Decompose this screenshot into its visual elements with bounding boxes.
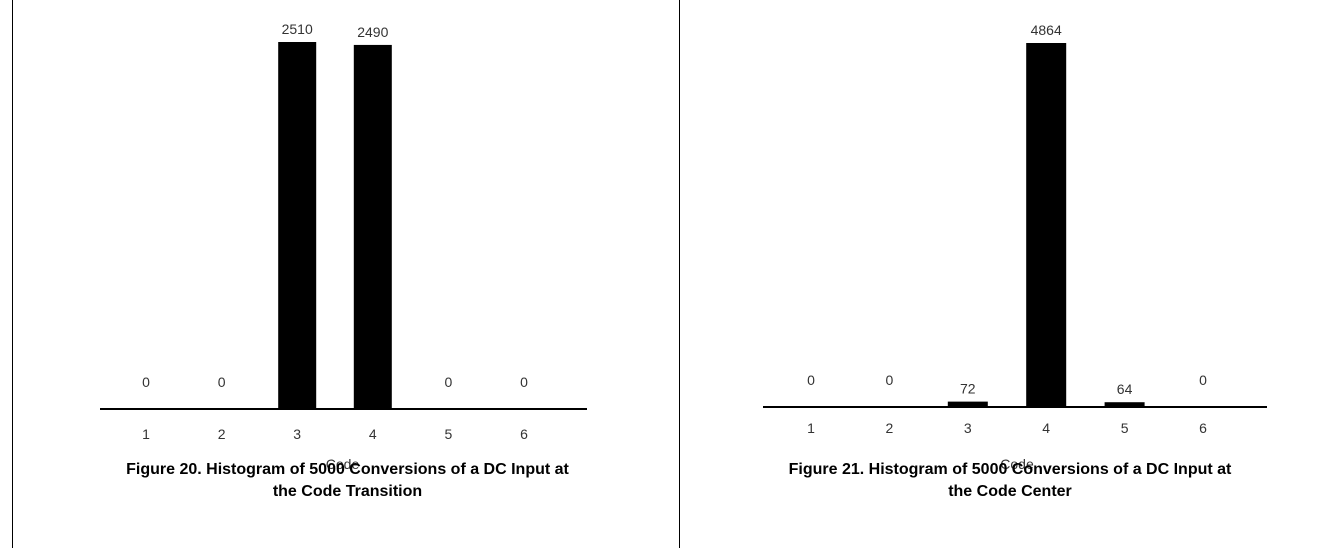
figure-20-histogram: 0 1 0 2 2510 3 2490 4 0 5 0 6 Code (100, 21, 587, 472)
fig21-data-label-1: 0 (807, 372, 815, 388)
fig20-tick-label-1: 1 (142, 426, 150, 442)
figure-20-panel: 0 1 0 2 2510 3 2490 4 0 5 0 6 Code Figure 20. Histog… (30, 21, 665, 503)
fig21-tick-label-2: 2 (886, 420, 894, 436)
fig20-data-label-3: 2510 (282, 21, 313, 37)
fig21-bar-3 (947, 401, 988, 407)
fig20-bar-3 (278, 42, 317, 409)
figure-21-caption: Figure 21. Histogram of 5000 Conversions… (685, 459, 1335, 503)
figure-21-caption-line1: Figure 21. Histogram of 5000 Conversions… (788, 461, 1232, 478)
fig20-data-label-6: 0 (520, 374, 528, 390)
fig21-tick-label-1: 1 (807, 420, 815, 436)
fig21-bar-5 (1104, 402, 1145, 407)
figure-21-panel: 0 1 0 2 72 3 4864 4 64 5 0 6 Code Figure 21. Histogr… (680, 0, 1341, 548)
fig21-tick-label-5: 5 (1121, 420, 1129, 436)
fig21-data-label-4: 4864 (1031, 22, 1062, 38)
figure-21-histogram: 0 1 0 2 72 3 4864 4 64 5 0 6 Code (763, 22, 1267, 472)
center-divider-line (679, 0, 680, 548)
fig21-data-label-3: 72 (960, 381, 976, 397)
fig21-tick-label-3: 3 (964, 420, 972, 436)
fig20-data-label-2: 0 (218, 374, 226, 390)
fig20-tick-label-3: 3 (293, 426, 301, 442)
figure-21-caption-line2: the Code Center (948, 483, 1072, 500)
figure-20-caption-line2: the Code Transition (272, 483, 423, 500)
fig21-data-label-6: 0 (1199, 372, 1207, 388)
left-frame-line (12, 0, 13, 548)
fig20-x-axis-label: Code (326, 456, 360, 472)
fig21-tick-label-6: 6 (1199, 420, 1207, 436)
fig21-data-label-2: 0 (886, 372, 894, 388)
fig21-tick-label-4: 4 (1042, 420, 1050, 436)
figure-20-caption-line1: Figure 20. Histogram of 5000 Conversions… (126, 461, 569, 478)
fig21-x-axis-label: Code (1000, 456, 1034, 472)
fig20-tick-label-2: 2 (218, 426, 226, 442)
fig21-bar-4 (1026, 43, 1067, 407)
fig20-data-label-1: 0 (142, 374, 150, 390)
fig20-tick-label-5: 5 (445, 426, 453, 442)
fig20-bar-4 (353, 44, 392, 409)
fig20-tick-label-6: 6 (520, 426, 528, 442)
fig20-data-label-5: 0 (445, 374, 453, 390)
fig21-data-label-5: 64 (1117, 381, 1133, 397)
fig20-data-label-4: 2490 (357, 24, 388, 40)
fig20-tick-label-4: 4 (369, 426, 377, 442)
figure-20-caption: Figure 20. Histogram of 5000 Conversions… (30, 459, 665, 503)
